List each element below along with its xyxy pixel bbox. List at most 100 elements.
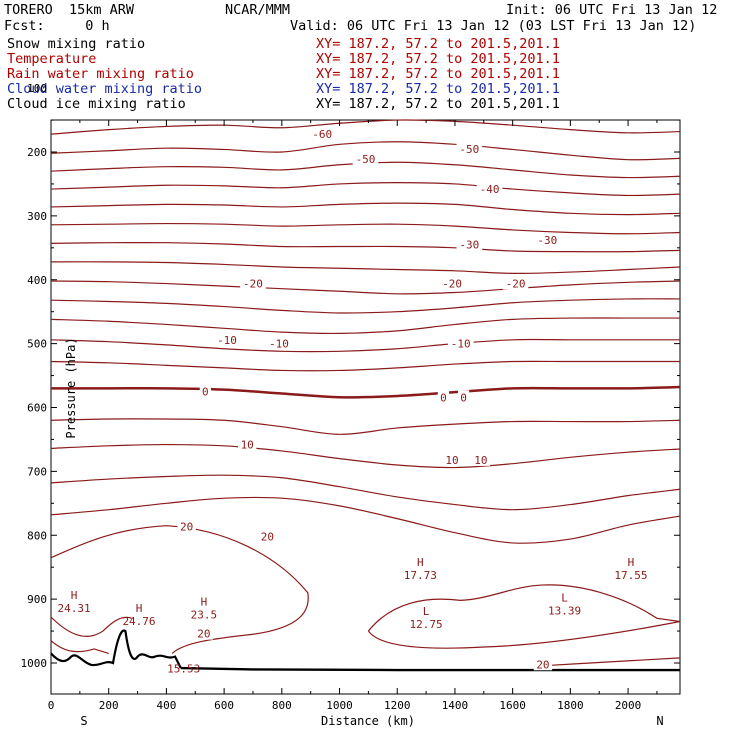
- contour-label: -50: [356, 153, 376, 166]
- contour-line: [50, 298, 681, 314]
- contour-label: -20: [442, 278, 462, 291]
- y-tick-label: 200: [27, 146, 47, 159]
- y-tick-label: 600: [27, 402, 47, 415]
- legend-temperature-label: Temperature: [7, 51, 97, 67]
- contour-label-bg: [471, 452, 491, 466]
- contour-label: -50: [459, 143, 479, 156]
- contour-line: [50, 385, 681, 399]
- contour-label: 10: [241, 439, 254, 452]
- legend-snow-label: Snow mixing ratio: [7, 36, 146, 52]
- contour-line: [50, 338, 680, 353]
- contour-label: 10: [445, 454, 458, 467]
- y-tick-label: 900: [27, 593, 47, 606]
- x-tick-label: 200: [99, 699, 119, 712]
- contour-label-bg: [177, 519, 196, 533]
- x-tick-label: 1600: [499, 699, 526, 712]
- contour-label-bg: [352, 152, 379, 166]
- contour-label-bg: [240, 276, 266, 290]
- contour-label-bg: [258, 529, 277, 543]
- extremum-letter: L: [423, 605, 430, 618]
- x-tick-label: 400: [156, 699, 176, 712]
- surface-line: [180, 666, 680, 672]
- y-tick-label: 500: [27, 338, 47, 351]
- contour-line: [50, 616, 132, 637]
- contour-label-bg: [437, 390, 450, 404]
- x-tick-label: 2000: [615, 699, 642, 712]
- contour-line: [50, 241, 681, 253]
- extremum-value: 17.55: [614, 569, 647, 582]
- contour-line: [50, 222, 681, 235]
- extrema-labels: H24.31 H24.76H23.5H17.73H17.55L12.75L13.3…: [58, 556, 648, 676]
- y-tick-label: 1000: [21, 657, 48, 670]
- contour-label: -10: [217, 334, 237, 347]
- contour-line: [367, 620, 681, 649]
- contour-line: [50, 119, 681, 135]
- contour-line: [50, 261, 681, 274]
- contour-label-bg: [476, 182, 503, 196]
- contour-line: [50, 141, 681, 161]
- contour-label: 0: [440, 391, 447, 404]
- contour-line: [50, 317, 680, 335]
- contour-label: -20: [506, 278, 526, 291]
- contour-label: 20: [536, 658, 549, 671]
- contour-line: [50, 182, 681, 197]
- contour-line: [50, 360, 680, 372]
- extremum-letter: H: [136, 602, 143, 615]
- extremum-letter: H: [417, 556, 424, 569]
- contour-label-bg: [266, 336, 292, 350]
- contour-labels: -60-50-50-40-30 -30-20 -20 -20-10 -10 -100 0 01…: [177, 127, 561, 671]
- contour-label: -30: [459, 239, 479, 252]
- center-title: NCAR/MMM: [225, 2, 291, 18]
- surface-label: 15.53: [167, 663, 200, 676]
- legend-rain-xy: XY= 187.2, 57.2 to 201.5,201.1: [316, 66, 560, 82]
- plot-frame: [50, 119, 681, 695]
- legend-cloud-water-xy: XY= 187.2, 57.2 to 201.5,201.1: [316, 81, 560, 97]
- contour-label-bg: [194, 626, 214, 640]
- contour-label: -20: [243, 278, 263, 291]
- contour-label: 0: [202, 386, 209, 399]
- extremum-value: 24.31: [58, 602, 91, 615]
- legend-rain-label: Rain water mixing ratio: [7, 66, 194, 82]
- temperature-contours: [50, 119, 681, 667]
- y-axis-label: Pressure (hPa): [64, 337, 78, 438]
- contour-label: 0: [460, 391, 467, 404]
- contour-label: -10: [269, 338, 289, 351]
- x-axis-label: Distance (km): [321, 714, 415, 728]
- contour-label-bg: [199, 384, 211, 398]
- x-tick-label: 1400: [442, 699, 469, 712]
- direction-south: S: [80, 714, 87, 728]
- contour-label-bg: [502, 276, 529, 290]
- contour-label-bg: [534, 233, 561, 247]
- extremum-value: 17.73: [404, 569, 437, 582]
- contour-line: [367, 584, 681, 632]
- x-tick-label: 1000: [326, 699, 353, 712]
- y-tick-label: 700: [27, 465, 47, 478]
- forecast-hour: Fcst: 0 h: [4, 18, 110, 34]
- contour-label-bg: [456, 237, 483, 251]
- y-tick-label: 300: [27, 210, 47, 223]
- contour-label: 20: [261, 531, 274, 544]
- contour-line: [50, 640, 109, 654]
- contour-label: 20: [180, 520, 193, 533]
- axes-layer: 0 200 400 600 800 1000 1200 1400 1600 1800 2000200…: [21, 82, 680, 712]
- contour-line: [50, 202, 681, 216]
- extremum-value: 23.5: [191, 609, 218, 622]
- contour-label: -40: [480, 183, 500, 196]
- contour-line: [535, 657, 681, 667]
- extremum-value: 24.76: [122, 615, 155, 628]
- contour-label: -30: [537, 234, 557, 247]
- contour-label-bg: [456, 141, 483, 155]
- extremum-value: 13.39: [548, 605, 581, 618]
- model-title: TORERO 15km ARW: [4, 2, 135, 18]
- contour-line: [50, 496, 681, 544]
- direction-north: N: [656, 714, 663, 728]
- extremum-value: 12.75: [410, 618, 443, 631]
- contour-label-bg: [238, 437, 257, 451]
- extremum-letter: L: [561, 592, 568, 605]
- x-tick-label: 1800: [557, 699, 584, 712]
- y-top-tick-label: 100: [27, 82, 47, 95]
- extremum-letter: H: [201, 596, 208, 609]
- legend-cloud-ice-xy: XY= 187.2, 57.2 to 201.5,201.1: [316, 96, 560, 112]
- contour-line: [50, 280, 681, 295]
